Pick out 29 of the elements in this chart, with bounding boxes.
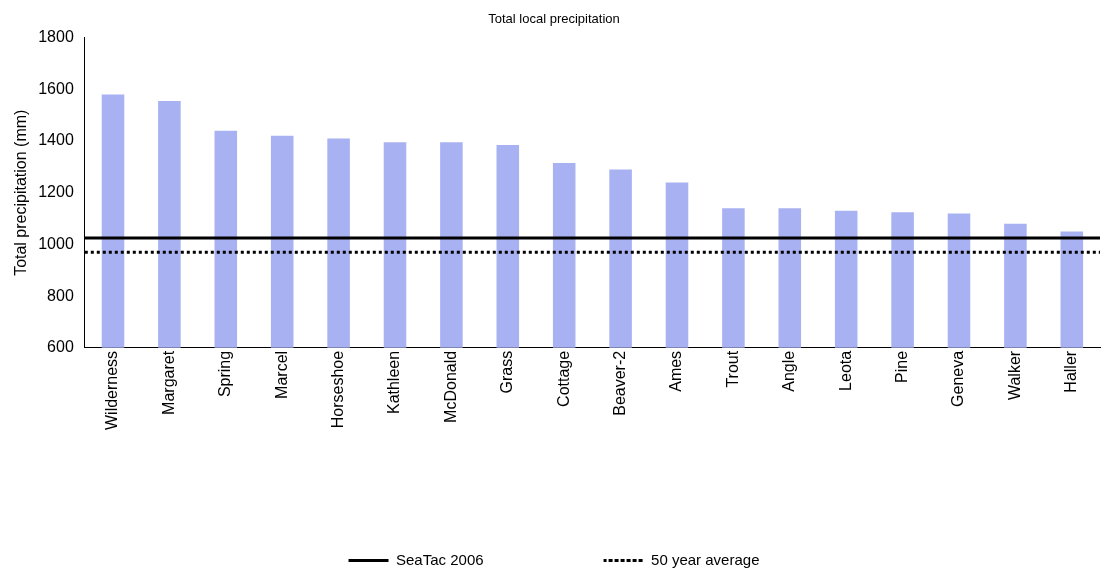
y-tick-label: 800 xyxy=(47,286,74,304)
y-axis-title: Total precipitation (mm) xyxy=(12,109,30,276)
x-tick-label: Angle xyxy=(780,350,798,392)
x-tick-label: Horseshoe xyxy=(329,350,346,429)
x-tick-label: Haller xyxy=(1062,350,1080,393)
x-tick-label: Kathleen xyxy=(385,350,403,415)
x-tick-label: Pine xyxy=(893,350,911,383)
y-tick-label: 1200 xyxy=(38,183,74,201)
x-tick-label: Marcel xyxy=(272,350,290,399)
x-tick-label: Grass xyxy=(498,350,516,394)
x-tick-label: Beaver-2 xyxy=(611,350,628,416)
x-tick-label: Ames xyxy=(667,350,685,392)
y-tick-label: 1800 xyxy=(38,28,74,46)
y-tick-label: 1000 xyxy=(38,234,74,252)
x-tick-label: Cottage xyxy=(554,350,572,407)
x-tick-label: Spring xyxy=(216,350,234,398)
x-tick-label: Wilderness xyxy=(103,350,121,431)
y-tick-label: 600 xyxy=(47,338,74,356)
y-tick-label: 1400 xyxy=(38,131,74,149)
x-tick-label: Walker xyxy=(1005,350,1023,401)
x-tick-label: Geneva xyxy=(949,350,967,407)
legend-label: SeaTac 2006 xyxy=(396,550,484,568)
x-tick-label: Trout xyxy=(723,350,741,388)
x-tick-label: McDonald xyxy=(441,350,459,423)
x-tick-label: Margaret xyxy=(159,350,177,415)
legend-label: 50 year average xyxy=(651,550,760,568)
y-tick-label: 1600 xyxy=(38,79,74,97)
x-tick-label: Leota xyxy=(836,350,854,391)
chart-title: Total local precipitation xyxy=(488,11,620,27)
